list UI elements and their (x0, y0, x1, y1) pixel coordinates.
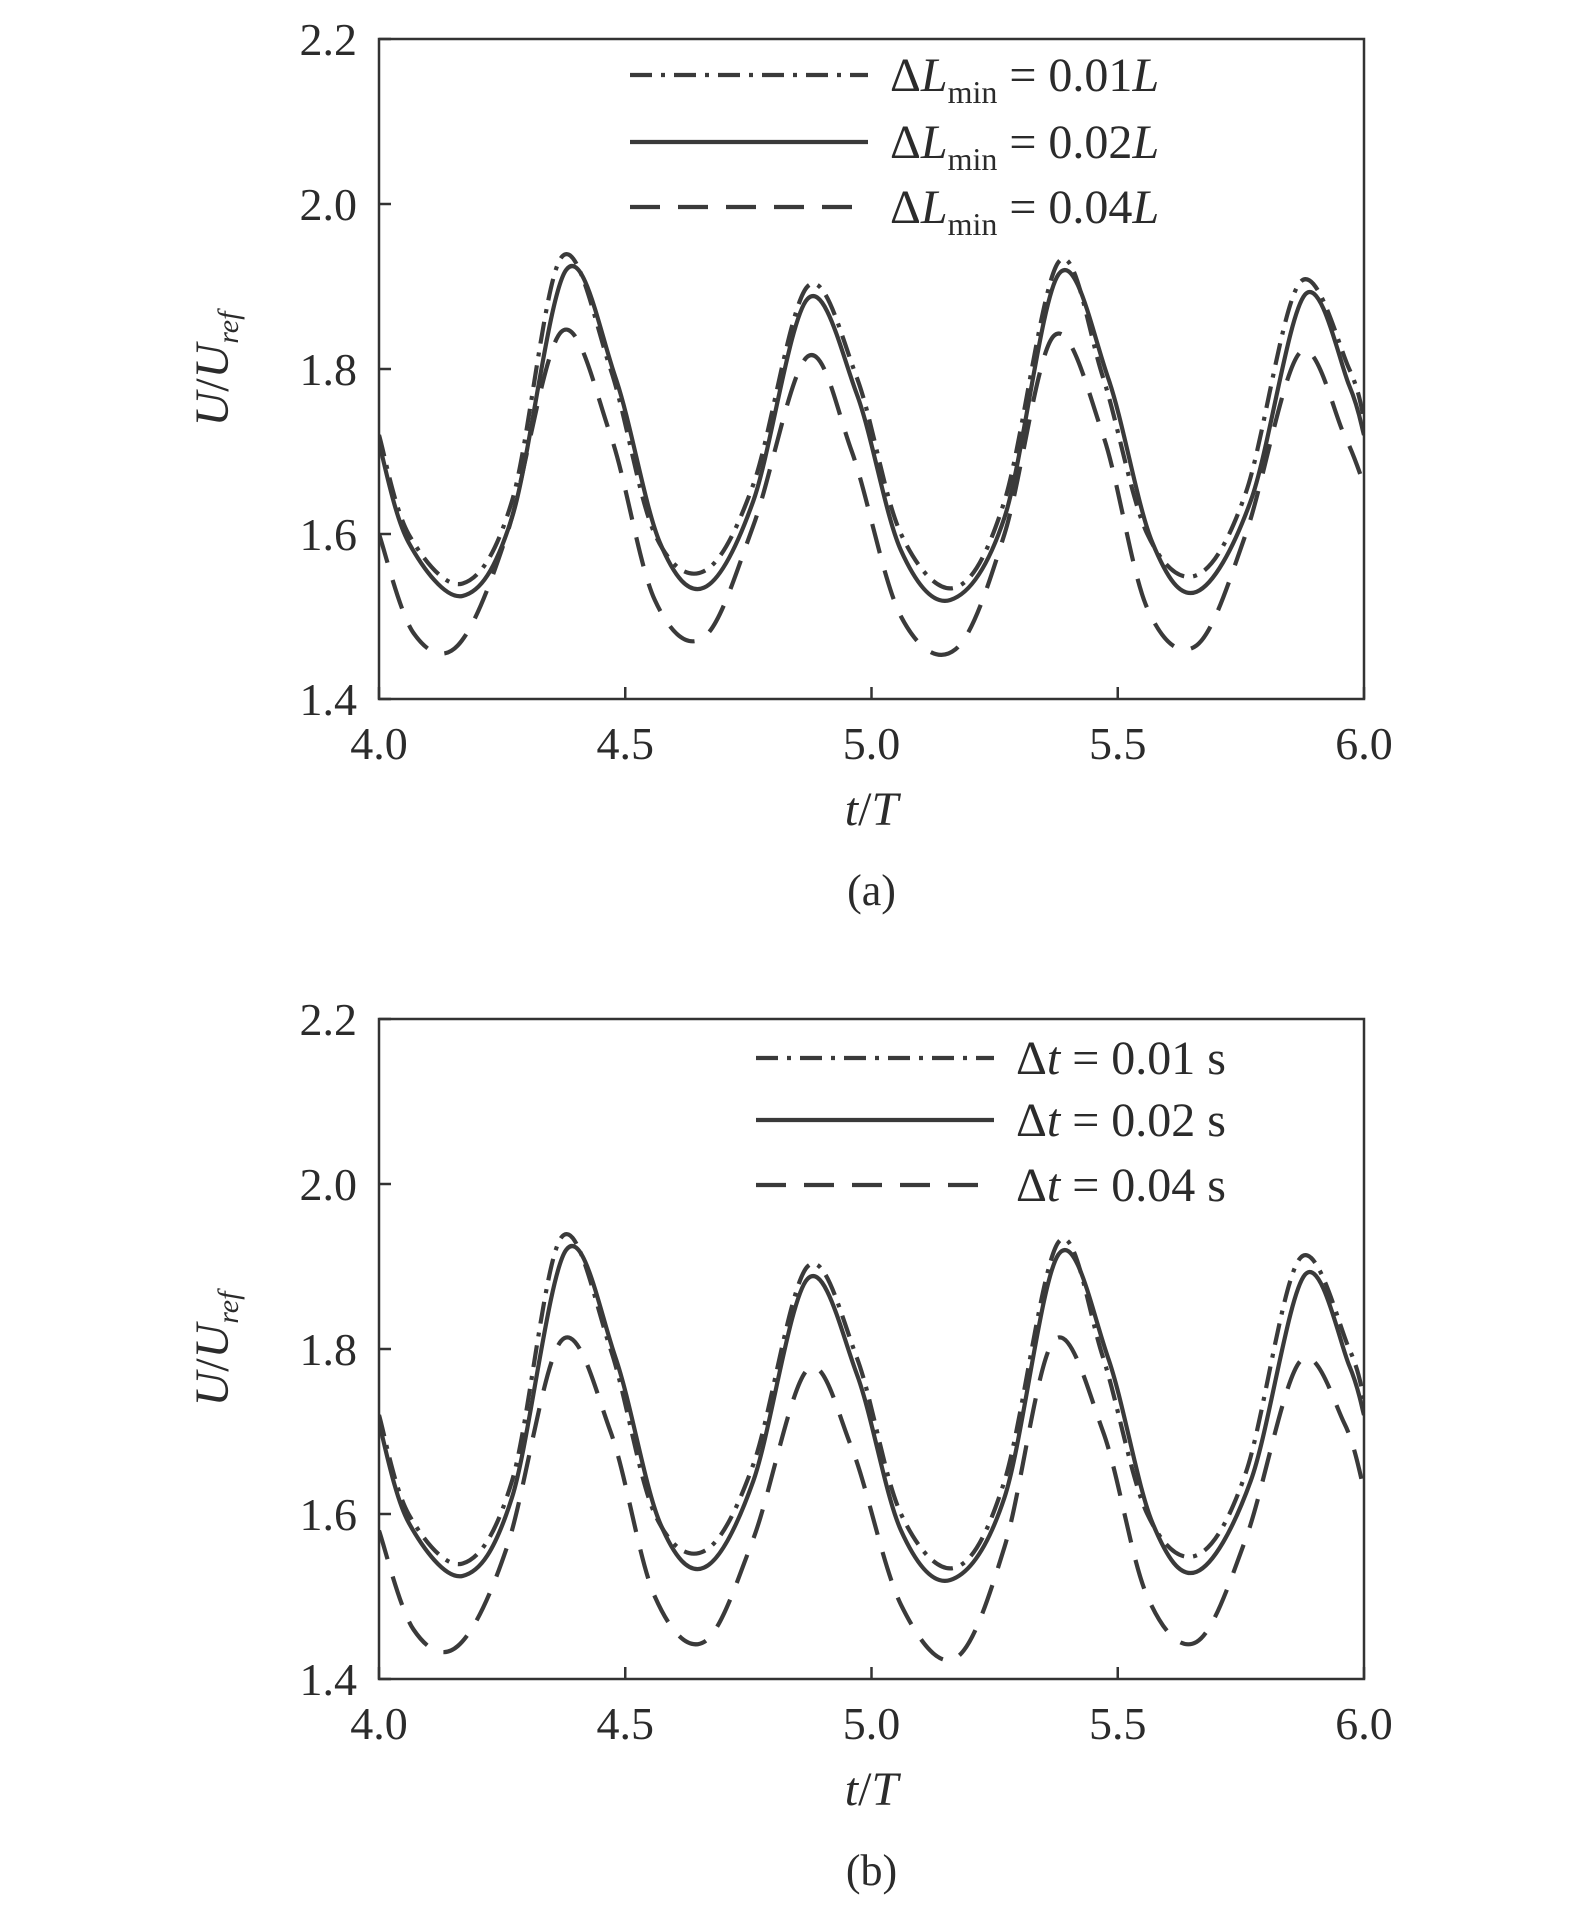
x-tick-label: 4.5 (597, 1698, 655, 1749)
y-tick-label: 1.6 (300, 1489, 358, 1540)
legend-label: ΔLmin = 0.02L (890, 116, 1159, 177)
y-tick-label: 1.4 (300, 1654, 358, 1705)
y-tick-label: 1.8 (300, 344, 358, 395)
legend-label: Δt = 0.02 s (1016, 1094, 1226, 1147)
x-tick-label: 5.5 (1089, 1698, 1147, 1749)
legend-label: Δt = 0.01 s (1016, 1032, 1226, 1085)
y-tick-label: 2.2 (300, 14, 358, 65)
x-tick-label: 6.0 (1335, 1698, 1393, 1749)
y-tick-label: 1.8 (300, 1324, 358, 1375)
series-line-dashed (379, 327, 1364, 657)
y-axis-label: U/Uref (186, 308, 245, 427)
x-tick-label: 5.0 (843, 718, 901, 769)
series-line-solid (379, 1244, 1364, 1583)
x-tick-label: 5.5 (1089, 718, 1147, 769)
legend-label: ΔLmin = 0.01L (890, 49, 1159, 110)
plot-frame (377, 37, 1366, 701)
x-tick-label: 6.0 (1335, 718, 1393, 769)
series-line-dashdot (379, 1232, 1364, 1571)
legend-label: Δt = 0.04 s (1016, 1159, 1226, 1212)
x-tick-label: 4.0 (350, 718, 408, 769)
panel-caption: (b) (846, 1846, 897, 1895)
y-tick-label: 2.2 (300, 994, 358, 1045)
series-line-dashdot (379, 252, 1364, 591)
chart-panel-a: 4.0 4.5 5.0 5.5 6.0 1.4 1.6 1.8 2.0 2.2 t/T U/Uref (… (186, 14, 1393, 915)
panel-caption: (a) (847, 866, 896, 915)
y-tick-label: 2.0 (300, 1159, 358, 1210)
x-tick-label: 5.0 (843, 1698, 901, 1749)
chart-panel-b: 4.0 4.5 5.0 5.5 6.0 1.4 1.6 1.8 2.0 2.2 t/T U/Uref (… (186, 994, 1393, 1895)
y-tick-label: 1.4 (300, 674, 358, 725)
series-line-solid (379, 264, 1364, 603)
y-tick-label: 1.6 (300, 509, 358, 560)
y-axis-label: U/Uref (186, 1288, 245, 1407)
legend-label: ΔLmin = 0.04L (890, 181, 1159, 242)
x-axis-label: t/T (845, 1763, 902, 1816)
legend: Δt = 0.01 s Δt = 0.02 s Δt = 0.04 s (756, 1032, 1226, 1212)
series-line-dashed (379, 1335, 1364, 1663)
y-tick-label: 2.0 (300, 179, 358, 230)
x-tick-label: 4.0 (350, 1698, 408, 1749)
x-axis-label: t/T (845, 783, 902, 836)
x-tick-label: 4.5 (597, 718, 655, 769)
